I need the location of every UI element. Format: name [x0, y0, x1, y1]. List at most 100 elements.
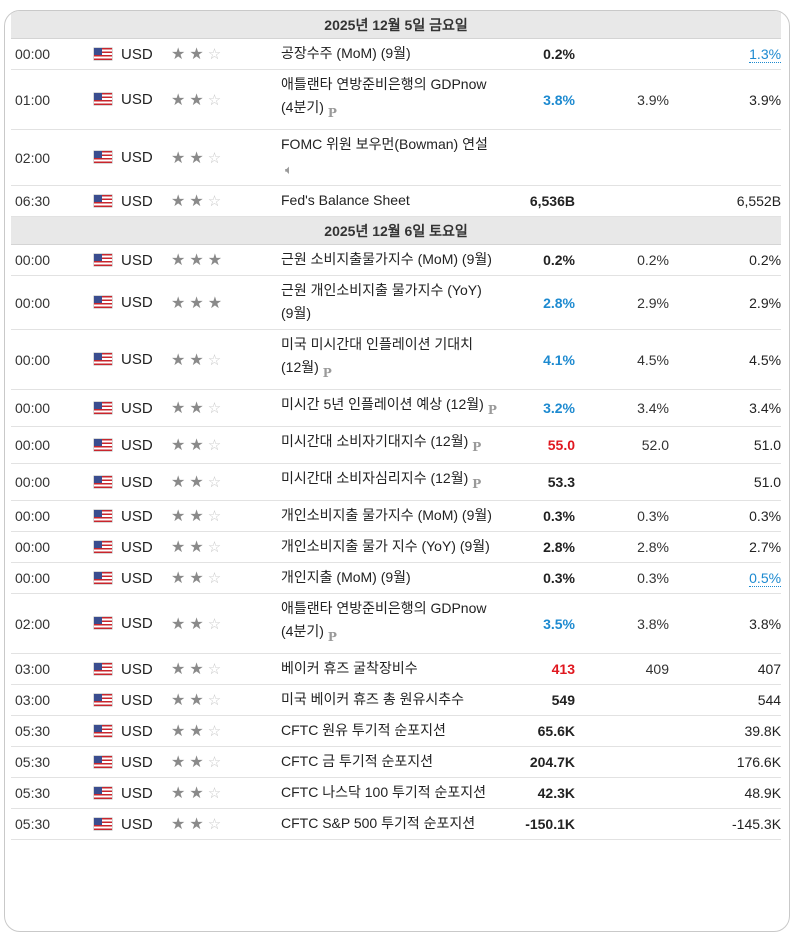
- event-name-cell[interactable]: Fed's Balance Sheet: [281, 185, 497, 217]
- event-currency: USD: [121, 45, 153, 63]
- star-filled-icon: ★: [189, 615, 208, 633]
- event-name[interactable]: 근원 소비지출물가지수 (MoM) (9월): [281, 251, 492, 267]
- event-name-cell[interactable]: 근원 소비지출물가지수 (MoM) (9월): [281, 244, 497, 276]
- event-row[interactable]: 00:00 USD ★★☆ 개인소비지출 물가 지수 (YoY) (9월) 2.8% 2.…: [11, 531, 782, 563]
- calendar-scroll-area[interactable]: 2025년 12월 5일 금요일 00:00 USD ★★☆ 공장수주 (MoM) (9…: [11, 11, 789, 931]
- event-name[interactable]: 애틀랜타 연방준비은행의 GDPnow (4분기): [281, 600, 487, 639]
- event-row[interactable]: 00:00 USD ★★☆ 미시간대 소비자기대지수 (12월) P 55.0 52.0 51…: [11, 426, 782, 464]
- event-name-cell[interactable]: 애틀랜타 연방준비은행의 GDPnow (4분기) P: [281, 69, 497, 130]
- event-currency-cell: USD: [94, 653, 171, 685]
- event-actual: 3.2%: [497, 389, 577, 427]
- star-filled-icon: ★: [189, 351, 208, 369]
- event-name[interactable]: 미국 미시간대 인플레이션 기대치 (12월): [281, 336, 473, 375]
- event-name-cell[interactable]: 미국 베이커 휴즈 총 원유시추수: [281, 684, 497, 716]
- event-name-cell[interactable]: 공장수주 (MoM) (9월): [281, 38, 497, 70]
- event-previous-cell: 48.9K: [673, 777, 782, 809]
- event-name-cell[interactable]: 개인소비지출 물가지수 (MoM) (9월): [281, 500, 497, 532]
- event-currency-cell: USD: [94, 389, 171, 427]
- event-name[interactable]: 애틀랜타 연방준비은행의 GDPnow (4분기): [281, 76, 487, 115]
- event-previous: 0.2%: [749, 252, 782, 268]
- event-name-cell[interactable]: CFTC S&P 500 투기적 순포지션: [281, 808, 497, 840]
- event-name-cell[interactable]: 베이커 휴즈 굴착장비수: [281, 653, 497, 685]
- event-previous-revised[interactable]: 0.5%: [749, 570, 782, 587]
- event-name[interactable]: 개인소비지출 물가 지수 (YoY) (9월): [281, 538, 490, 554]
- importance-stars: ★★☆: [171, 329, 281, 390]
- event-name[interactable]: 개인지출 (MoM) (9월): [281, 569, 411, 585]
- event-previous: 0.3%: [749, 508, 782, 524]
- event-name[interactable]: CFTC 금 투기적 순포지션: [281, 753, 434, 769]
- star-filled-icon: ★: [171, 351, 190, 369]
- event-row[interactable]: 05:30 USD ★★☆ CFTC S&P 500 투기적 순포지션 -150.1K -…: [11, 808, 782, 840]
- event-row[interactable]: 02:00 USD ★★☆ FOMC 위원 보우먼(Bowman) 연설🔈︎: [11, 129, 782, 186]
- event-name-cell[interactable]: CFTC 원유 투기적 순포지션: [281, 715, 497, 747]
- event-name[interactable]: 미시간대 소비자심리지수 (12월): [281, 470, 469, 486]
- event-name-cell[interactable]: 미시간대 소비자기대지수 (12월) P: [281, 426, 497, 464]
- event-time: 02:00: [11, 593, 94, 654]
- event-actual: [497, 129, 577, 186]
- event-row[interactable]: 00:00 USD ★★☆ 개인소비지출 물가지수 (MoM) (9월) 0.3% 0.3…: [11, 500, 782, 532]
- event-name[interactable]: 미국 베이커 휴즈 총 원유시추수: [281, 691, 464, 707]
- event-name[interactable]: CFTC S&P 500 투기적 순포지션: [281, 815, 476, 831]
- event-time: 01:00: [11, 69, 94, 130]
- event-row[interactable]: 05:30 USD ★★☆ CFTC 금 투기적 순포지션 204.7K 176.6K: [11, 746, 782, 778]
- us-flag-icon: [94, 194, 112, 207]
- us-flag-icon: [94, 509, 112, 522]
- star-filled-icon: ★: [171, 816, 190, 833]
- event-row[interactable]: 02:00 USD ★★☆ 애틀랜타 연방준비은행의 GDPnow (4분기) P 3.5…: [11, 593, 782, 654]
- event-name-cell[interactable]: 애틀랜타 연방준비은행의 GDPnow (4분기) P: [281, 593, 497, 654]
- event-name[interactable]: CFTC 원유 투기적 순포지션: [281, 722, 446, 738]
- event-name[interactable]: 미시간대 소비자기대지수 (12월): [281, 433, 469, 449]
- event-name-cell[interactable]: 미시간대 소비자심리지수 (12월) P: [281, 463, 497, 501]
- event-row[interactable]: 00:00 USD ★★☆ 공장수주 (MoM) (9월) 0.2% 1.3%: [11, 38, 782, 70]
- event-row[interactable]: 00:00 USD ★★☆ 미시간 5년 인플레이션 예상 (12월) P 3.2% 3.4…: [11, 389, 782, 427]
- event-name-cell[interactable]: CFTC 나스닥 100 투기적 순포지션: [281, 777, 497, 809]
- us-flag-icon: [94, 755, 112, 768]
- event-name[interactable]: 개인소비지출 물가지수 (MoM) (9월): [281, 507, 492, 523]
- event-forecast: 0.2%: [577, 244, 673, 276]
- event-time: 00:00: [11, 38, 94, 70]
- event-name[interactable]: 근원 개인소비지출 물가지수 (YoY) (9월): [281, 282, 482, 321]
- event-row[interactable]: 00:00 USD ★★☆ 개인지출 (MoM) (9월) 0.3% 0.3% 0.5%: [11, 562, 782, 594]
- event-row[interactable]: 06:30 USD ★★☆ Fed's Balance Sheet 6,536B 6,55…: [11, 185, 782, 217]
- event-row[interactable]: 05:30 USD ★★☆ CFTC 나스닥 100 투기적 순포지션 42.3K 48.…: [11, 777, 782, 809]
- star-empty-icon: ☆: [207, 539, 226, 556]
- event-previous-cell: 3.8%: [673, 593, 782, 654]
- star-filled-icon: ★: [189, 692, 208, 709]
- event-currency: USD: [121, 507, 153, 525]
- event-row[interactable]: 03:00 USD ★★☆ 베이커 휴즈 굴착장비수 413 409 407: [11, 653, 782, 685]
- event-name[interactable]: 공장수주 (MoM) (9월): [281, 45, 411, 61]
- event-name[interactable]: 미시간 5년 인플레이션 예상 (12월): [281, 396, 484, 412]
- event-row[interactable]: 03:00 USD ★★☆ 미국 베이커 휴즈 총 원유시추수 549 544: [11, 684, 782, 716]
- event-name-cell[interactable]: 개인소비지출 물가 지수 (YoY) (9월): [281, 531, 497, 563]
- event-time: 00:00: [11, 426, 94, 464]
- event-row[interactable]: 00:00 USD ★★☆ 미국 미시간대 인플레이션 기대치 (12월) P 4.1% 4…: [11, 329, 782, 390]
- event-previous-cell: 3.4%: [673, 389, 782, 427]
- event-currency-cell: USD: [94, 244, 171, 276]
- event-name-cell[interactable]: 개인지출 (MoM) (9월): [281, 562, 497, 594]
- event-name[interactable]: CFTC 나스닥 100 투기적 순포지션: [281, 784, 487, 800]
- event-previous: 2.9%: [749, 294, 782, 311]
- importance-stars: ★★☆: [171, 808, 281, 840]
- event-name-cell[interactable]: 미국 미시간대 인플레이션 기대치 (12월) P: [281, 329, 497, 390]
- event-name[interactable]: FOMC 위원 보우먼(Bowman) 연설: [281, 136, 488, 152]
- event-name-cell[interactable]: FOMC 위원 보우먼(Bowman) 연설 🔈︎: [281, 129, 497, 186]
- star-empty-icon: ☆: [207, 754, 226, 771]
- event-previous-cell: 1.3%: [673, 38, 782, 70]
- event-row[interactable]: 00:00 USD ★★☆ 미시간대 소비자심리지수 (12월) P 53.3 51.0: [11, 463, 782, 501]
- event-name-cell[interactable]: 미시간 5년 인플레이션 예상 (12월) P: [281, 389, 497, 427]
- event-row[interactable]: 05:30 USD ★★☆ CFTC 원유 투기적 순포지션 65.6K 39.8K: [11, 715, 782, 747]
- event-previous-revised[interactable]: 1.3%: [749, 46, 782, 63]
- event-name[interactable]: Fed's Balance Sheet: [281, 192, 410, 208]
- star-filled-icon: ★: [171, 474, 190, 491]
- event-time: 03:00: [11, 684, 94, 716]
- event-currency: USD: [121, 251, 153, 269]
- star-filled-icon: ★: [171, 785, 190, 802]
- event-name[interactable]: 베이커 휴즈 굴착장비수: [281, 660, 418, 676]
- event-row[interactable]: 01:00 USD ★★☆ 애틀랜타 연방준비은행의 GDPnow (4분기) P 3.8…: [11, 69, 782, 130]
- event-name-cell[interactable]: CFTC 금 투기적 순포지션: [281, 746, 497, 778]
- event-row[interactable]: 00:00 USD ★★★ 근원 개인소비지출 물가지수 (YoY) (9월) 2.8%…: [11, 275, 782, 330]
- event-row[interactable]: 00:00 USD ★★★ 근원 소비지출물가지수 (MoM) (9월) 0.2% 0.2…: [11, 244, 782, 276]
- star-empty-icon: ☆: [207, 400, 226, 417]
- event-name-cell[interactable]: 근원 개인소비지출 물가지수 (YoY) (9월): [281, 275, 497, 330]
- event-time: 00:00: [11, 500, 94, 532]
